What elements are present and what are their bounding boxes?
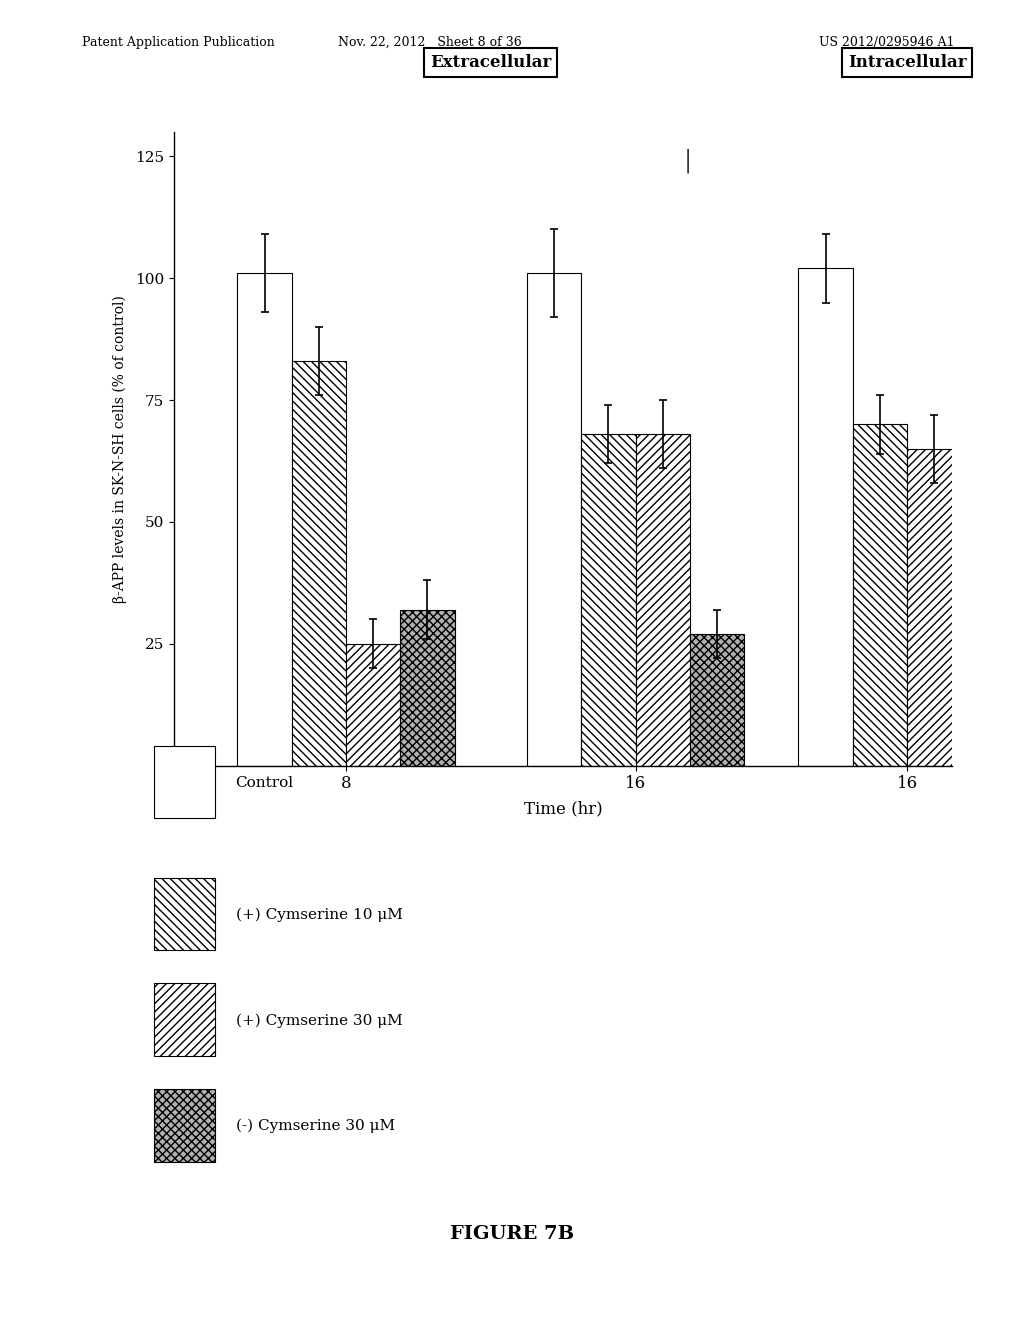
Text: (+) Cymserine 30 μM: (+) Cymserine 30 μM bbox=[236, 1014, 402, 1027]
Text: (+) Cymserine 10 μM: (+) Cymserine 10 μM bbox=[236, 908, 402, 921]
Text: Patent Application Publication: Patent Application Publication bbox=[82, 36, 274, 49]
Text: (-) Cymserine 30 μM: (-) Cymserine 30 μM bbox=[236, 1119, 394, 1133]
Bar bbox=[853, 425, 907, 766]
Bar bbox=[238, 273, 292, 766]
Text: Intracellular: Intracellular bbox=[848, 54, 967, 71]
Bar bbox=[907, 449, 962, 766]
Bar bbox=[962, 634, 1016, 766]
Y-axis label: β-APP levels in SK-N-SH cells (% of control): β-APP levels in SK-N-SH cells (% of cont… bbox=[113, 294, 127, 603]
Bar bbox=[799, 268, 853, 766]
Bar bbox=[400, 610, 455, 766]
Bar bbox=[690, 634, 744, 766]
Text: US 2012/0295946 A1: US 2012/0295946 A1 bbox=[819, 36, 954, 49]
Bar bbox=[582, 434, 636, 766]
Bar bbox=[527, 273, 582, 766]
Text: Nov. 22, 2012   Sheet 8 of 36: Nov. 22, 2012 Sheet 8 of 36 bbox=[338, 36, 522, 49]
Bar bbox=[346, 644, 400, 766]
Bar bbox=[636, 434, 690, 766]
Text: FIGURE 7B: FIGURE 7B bbox=[450, 1225, 574, 1243]
X-axis label: Time (hr): Time (hr) bbox=[524, 801, 602, 817]
Bar bbox=[292, 362, 346, 766]
Text: Extracellular: Extracellular bbox=[430, 54, 552, 71]
Text: Control: Control bbox=[236, 776, 294, 789]
